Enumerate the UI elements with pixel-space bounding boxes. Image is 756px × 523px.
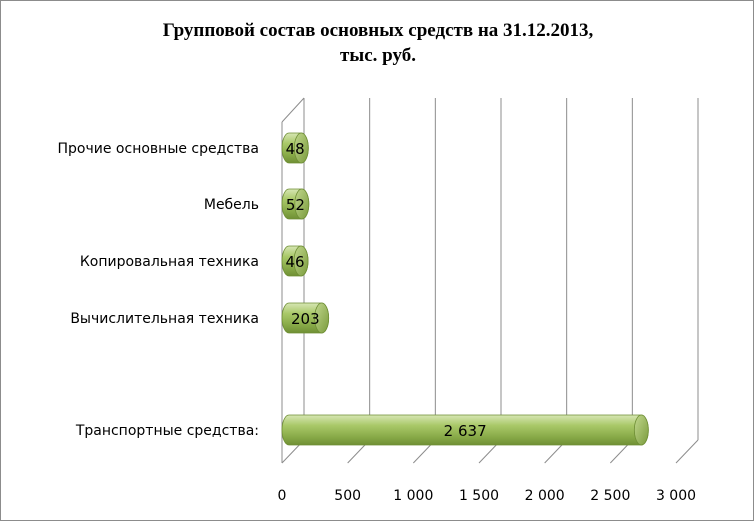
floor-line — [675, 439, 699, 464]
x-tick-label: 500 — [334, 488, 361, 504]
x-tick-label: 3 000 — [656, 488, 696, 504]
chart-title: Групповой состав основных средств на 31.… — [0, 18, 756, 68]
x-axis-tick-labels: 0 500 1 000 1 500 2 000 2 500 3 000 — [278, 488, 697, 504]
bars: 48 52 46 203 2 637 — [281, 132, 649, 446]
x-tick-label: 0 — [278, 488, 287, 504]
bar-cap — [293, 245, 309, 277]
grid — [281, 97, 699, 464]
side-wall-top — [281, 97, 305, 123]
bar: 48 — [281, 132, 309, 164]
category-label: Мебель — [204, 197, 259, 213]
data-label: 203 — [291, 310, 320, 328]
bar-cap — [633, 414, 649, 446]
bar: 52 — [281, 188, 310, 220]
x-tick-label: 1 500 — [459, 488, 499, 504]
bar-cap — [293, 132, 309, 164]
x-tick-label: 1 000 — [393, 488, 433, 504]
data-label: 46 — [285, 253, 304, 271]
bar: 2 637 — [281, 414, 649, 446]
x-tick-label: 2 000 — [525, 488, 565, 504]
bar: 203 — [281, 302, 330, 334]
category-label: Копировальная техника — [80, 254, 259, 270]
data-label: 52 — [286, 196, 305, 214]
category-labels: Прочие основные средства Мебель Копироваль… — [58, 141, 259, 439]
data-label: 48 — [286, 140, 305, 158]
bar-cap — [294, 188, 310, 220]
x-tick-label: 2 500 — [590, 488, 630, 504]
chart-title-line-2: тыс. руб. — [340, 45, 416, 66]
bar: 46 — [281, 245, 309, 277]
category-label: Вычислительная техника — [70, 311, 259, 327]
chart-title-line-1: Групповой состав основных средств на 31.… — [162, 20, 594, 41]
category-label: Прочие основные средства — [58, 141, 259, 157]
data-label: 2 637 — [444, 422, 487, 440]
category-label: Транспортные средства: — [75, 423, 259, 439]
bar-cap — [314, 302, 330, 334]
